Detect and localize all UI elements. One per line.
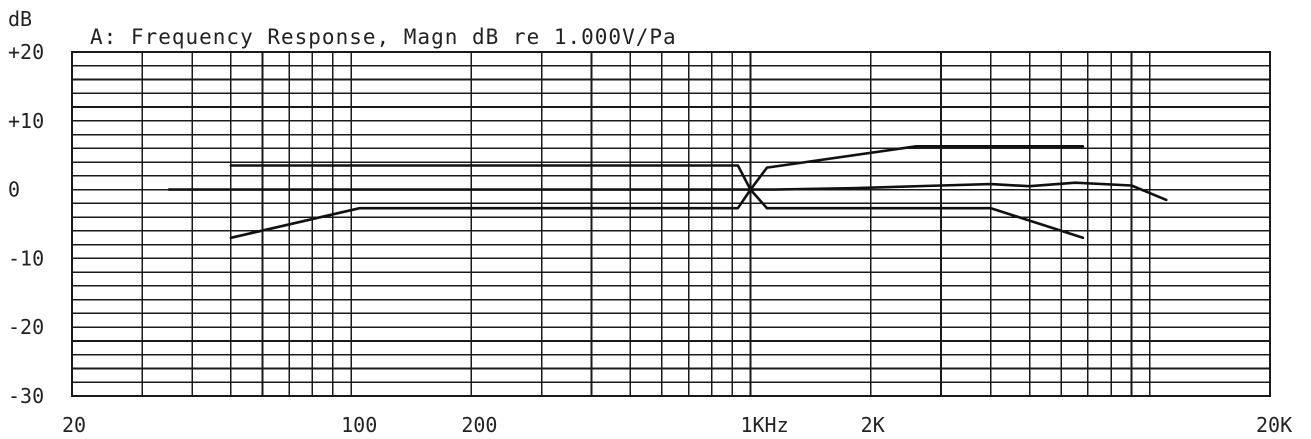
series-line-3: [229, 188, 1085, 240]
axis-labels: +20 +10 0 -10 -20 -30 20 100 200 1KHz 2K 20K: [8, 40, 1292, 437]
x-tick-label: 100: [341, 413, 377, 437]
x-tick-label: 2K: [861, 413, 885, 437]
y-tick-label: 0: [8, 178, 20, 202]
series-line-1: [167, 181, 1168, 202]
x-tick-label: 1KHz: [740, 413, 788, 437]
y-tick-label: +10: [8, 109, 44, 133]
y-tick-label: -30: [8, 384, 44, 408]
x-tick-label: 20: [62, 413, 86, 437]
y-tick-label: +20: [8, 40, 44, 64]
chart-title: A: Frequency Response, Magn dB re 1.000V…: [90, 25, 677, 49]
y-tick-label: -20: [8, 315, 44, 339]
y-tick-label: -10: [8, 246, 44, 270]
x-tick-label: 200: [461, 413, 497, 437]
series-line-2: [229, 145, 1085, 191]
y-axis-label: dB: [8, 7, 32, 31]
series-layer: [167, 145, 1168, 240]
x-tick-label: 20K: [1256, 413, 1292, 437]
grid: [71, 51, 1271, 397]
plot-frame: [71, 51, 1271, 397]
